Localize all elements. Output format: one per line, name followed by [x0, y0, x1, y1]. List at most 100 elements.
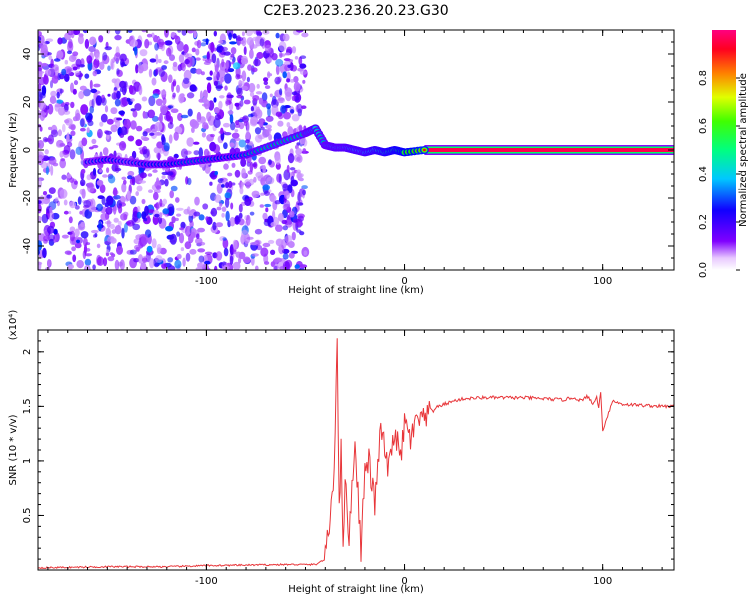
noise-blob — [215, 251, 223, 261]
noise-blob — [230, 121, 236, 131]
noise-blob — [251, 67, 258, 73]
noise-blob — [76, 239, 80, 244]
noise-blob — [63, 145, 71, 154]
noise-blob — [195, 48, 200, 56]
noise-blob — [275, 32, 280, 39]
noise-blob — [196, 233, 200, 239]
noise-blob — [241, 70, 247, 82]
noise-blob — [114, 87, 117, 91]
noise-blob — [282, 225, 288, 231]
noise-blob — [182, 77, 190, 85]
noise-blob — [57, 37, 63, 45]
noise-blob — [114, 259, 120, 270]
noise-blob — [298, 124, 303, 132]
noise-blob — [255, 30, 261, 35]
noise-blob — [197, 248, 206, 253]
noise-blob — [164, 178, 169, 187]
noise-blob — [289, 79, 295, 83]
noise-blob — [61, 68, 67, 76]
noise-blob — [213, 118, 221, 128]
noise-blob — [67, 30, 74, 36]
noise-blob — [198, 214, 205, 221]
noise-blob — [298, 56, 303, 66]
noise-blob — [234, 129, 239, 133]
noise-blob — [130, 98, 135, 102]
noise-blob — [177, 64, 182, 72]
noise-blob — [154, 121, 163, 132]
noise-blob — [230, 53, 235, 58]
noise-blob — [127, 135, 135, 142]
noise-blob — [278, 41, 287, 52]
noise-blob — [161, 134, 165, 143]
noise-blob — [256, 51, 264, 60]
noise-blob — [96, 203, 103, 212]
colorbar-tick-label: 0.8 — [698, 70, 709, 86]
noise-blob — [260, 192, 265, 196]
noise-blob — [59, 158, 66, 169]
noise-blob — [156, 243, 162, 253]
y-tick-label: 1.5 — [22, 398, 33, 414]
noise-blob — [127, 175, 133, 180]
noise-blob — [66, 133, 70, 144]
noise-blob — [57, 72, 61, 81]
x-tick-label: 100 — [593, 576, 612, 587]
noise-blob — [55, 197, 59, 202]
noise-blob — [50, 165, 54, 176]
noise-blob — [232, 239, 238, 250]
noise-blob — [263, 77, 269, 82]
noise-blob — [269, 93, 273, 98]
noise-blob — [104, 105, 109, 113]
noise-blob — [178, 93, 185, 104]
noise-blob — [38, 261, 43, 266]
noise-blob — [170, 108, 179, 113]
chart-title: C2E3.2023.236.20.23.G30 — [263, 3, 448, 19]
x-tick-label: 100 — [593, 276, 612, 287]
noise-blob — [240, 181, 244, 189]
noise-blob — [50, 80, 53, 89]
noise-blob — [275, 64, 280, 76]
noise-blob — [277, 120, 284, 127]
noise-blob — [76, 260, 84, 269]
noise-blob — [77, 223, 86, 231]
noise-blob — [132, 223, 141, 231]
noise-blob — [229, 113, 234, 124]
snr-frame — [37, 329, 675, 571]
noise-blob — [161, 175, 166, 179]
noise-blob — [180, 148, 188, 158]
noise-blob — [97, 128, 103, 139]
noise-blob — [123, 179, 127, 185]
noise-blob — [274, 257, 282, 263]
noise-blob — [206, 111, 212, 122]
noise-blob — [54, 58, 61, 62]
noise-blob — [289, 167, 296, 171]
noise-blob — [228, 180, 233, 189]
noise-blob — [259, 38, 265, 47]
noise-blob — [175, 207, 184, 211]
noise-blob — [122, 85, 127, 96]
noise-blob — [249, 211, 255, 216]
noise-blob — [202, 96, 208, 103]
noise-blob — [47, 103, 54, 115]
noise-blob — [173, 131, 179, 141]
x-tick-label: 0 — [401, 576, 407, 587]
noise-blob — [286, 78, 291, 83]
noise-blob — [42, 136, 49, 143]
noise-blob — [154, 262, 160, 267]
spectrogram-signal — [83, 124, 674, 169]
noise-blob — [260, 126, 265, 131]
noise-blob — [262, 184, 271, 191]
noise-blob — [221, 76, 225, 83]
noise-blob — [239, 186, 244, 195]
noise-blob — [48, 126, 52, 131]
noise-blob — [71, 246, 76, 252]
noise-blob — [64, 73, 70, 83]
noise-blob — [148, 68, 153, 78]
noise-blob — [210, 41, 215, 53]
noise-blob — [107, 175, 116, 184]
noise-blob — [229, 216, 236, 227]
noise-blob — [88, 46, 96, 53]
noise-blob — [114, 34, 122, 41]
noise-blob — [174, 259, 182, 269]
noise-blob — [97, 256, 104, 267]
noise-blob — [181, 30, 187, 36]
